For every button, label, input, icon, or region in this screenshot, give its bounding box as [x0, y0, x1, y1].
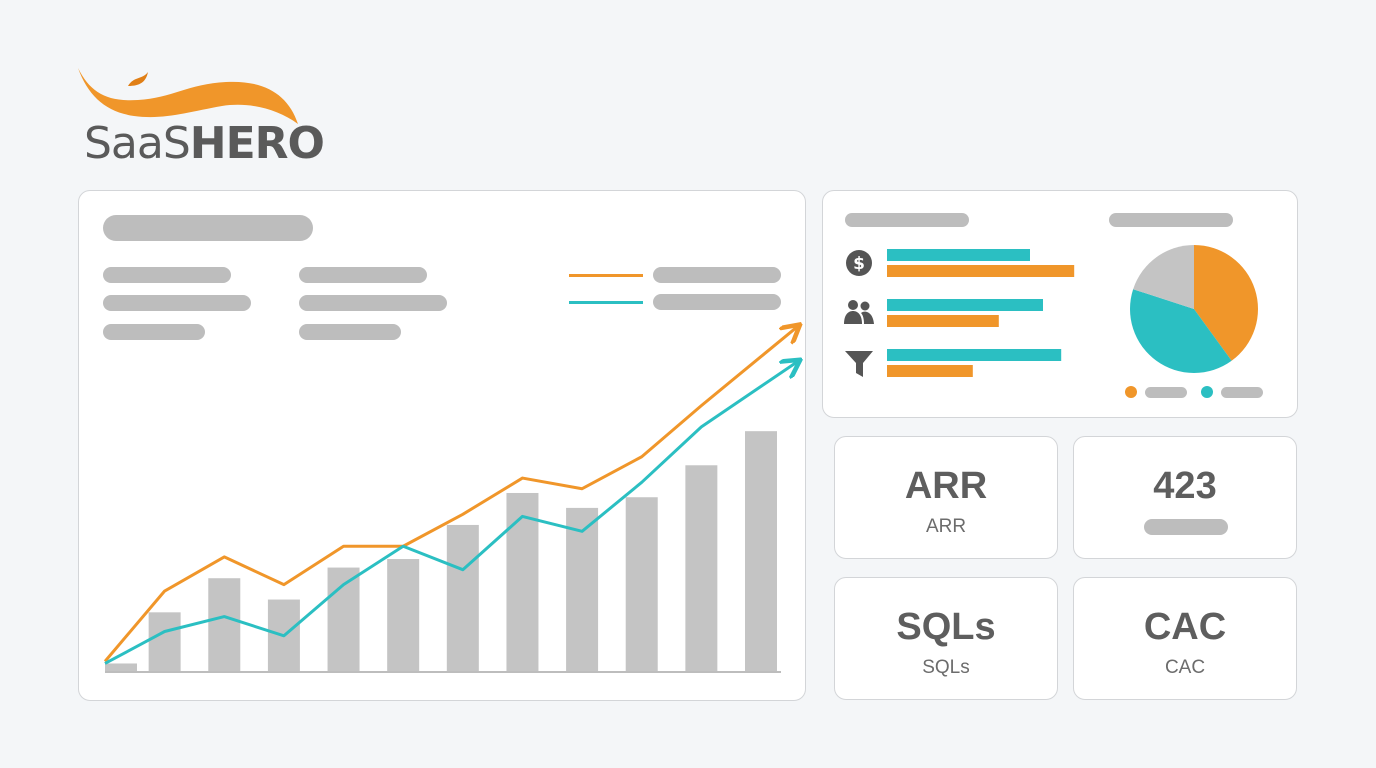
metric-value: ARR — [904, 465, 988, 507]
chart-bar — [506, 492, 539, 672]
pie-slice — [1133, 245, 1194, 309]
metric-value: CAC — [1143, 606, 1227, 648]
breakdown-bar-teal — [887, 349, 1062, 361]
pie-slice — [1194, 245, 1258, 361]
users-icon — [844, 300, 874, 324]
legend-swatch-teal — [569, 301, 643, 304]
breakdown-bar-orange — [887, 365, 973, 377]
legend-swatch-orange — [569, 274, 643, 277]
pie-slice — [1130, 289, 1232, 373]
pie-title-placeholder — [1109, 213, 1233, 227]
brand-name: SaaSHERO — [84, 122, 325, 166]
legend-label-placeholder — [653, 267, 781, 283]
metric-label-placeholder — [1144, 519, 1228, 535]
breakdown-bar-orange — [887, 315, 999, 327]
chart-bar — [625, 497, 658, 672]
brand-name-bold: HERO — [189, 118, 325, 169]
breakdown-bar-teal — [887, 299, 1043, 311]
chart-bar — [148, 612, 181, 672]
metric-card-cac: CAC CAC — [1073, 577, 1297, 700]
metric-card-count: 423 — [1073, 436, 1297, 559]
breakdown-bar-teal — [887, 249, 1030, 261]
metric-value: SQLs — [896, 606, 996, 648]
breakdown-card: $ — [822, 190, 1298, 418]
stat-line-placeholder — [103, 324, 205, 340]
stat-line-placeholder — [103, 267, 231, 283]
brand-logo: SaaSHERO — [76, 62, 325, 172]
chart-bar — [387, 559, 420, 672]
stat-line-placeholder — [299, 267, 427, 283]
metric-label: SQLs — [922, 657, 970, 678]
brand-name-light: SaaS — [84, 118, 191, 169]
brand-swoosh-icon — [78, 68, 298, 124]
stat-line-placeholder — [103, 295, 251, 311]
metric-label: CAC — [1164, 657, 1206, 678]
metric-card-arr: ARR ARR — [834, 436, 1058, 559]
chart-bar — [446, 524, 479, 672]
chart-bar — [685, 465, 718, 672]
pie-legend-label-placeholder — [1145, 387, 1187, 398]
chart-bar — [745, 431, 777, 672]
legend-label-placeholder — [653, 294, 781, 310]
teal-trend-line — [104, 362, 797, 665]
pie-legend-dot-teal — [1201, 386, 1213, 398]
metric-label: ARR — [925, 516, 967, 537]
breakdown-title-placeholder — [845, 213, 969, 227]
growth-chart-card — [78, 190, 806, 701]
pie-legend-dot-orange — [1125, 386, 1137, 398]
stat-line-placeholder — [299, 295, 447, 311]
dollar-icon: $ — [846, 250, 872, 276]
breakdown-bar-orange — [887, 265, 1075, 277]
chart-bar — [208, 578, 241, 672]
chart-title-placeholder — [103, 215, 313, 241]
metric-value: 423 — [1153, 465, 1217, 507]
metric-card-sqls: SQLs SQLs — [834, 577, 1058, 700]
stat-line-placeholder — [299, 324, 401, 340]
breakdown-visual: $ — [844, 245, 1263, 398]
chart-bar — [105, 663, 137, 672]
orange-trend-line — [103, 327, 797, 663]
funnel-icon — [845, 351, 873, 377]
pie-legend-label-placeholder — [1221, 387, 1263, 398]
chart-bar — [566, 507, 599, 672]
growth-chart — [103, 191, 807, 673]
svg-text:$: $ — [853, 254, 865, 274]
